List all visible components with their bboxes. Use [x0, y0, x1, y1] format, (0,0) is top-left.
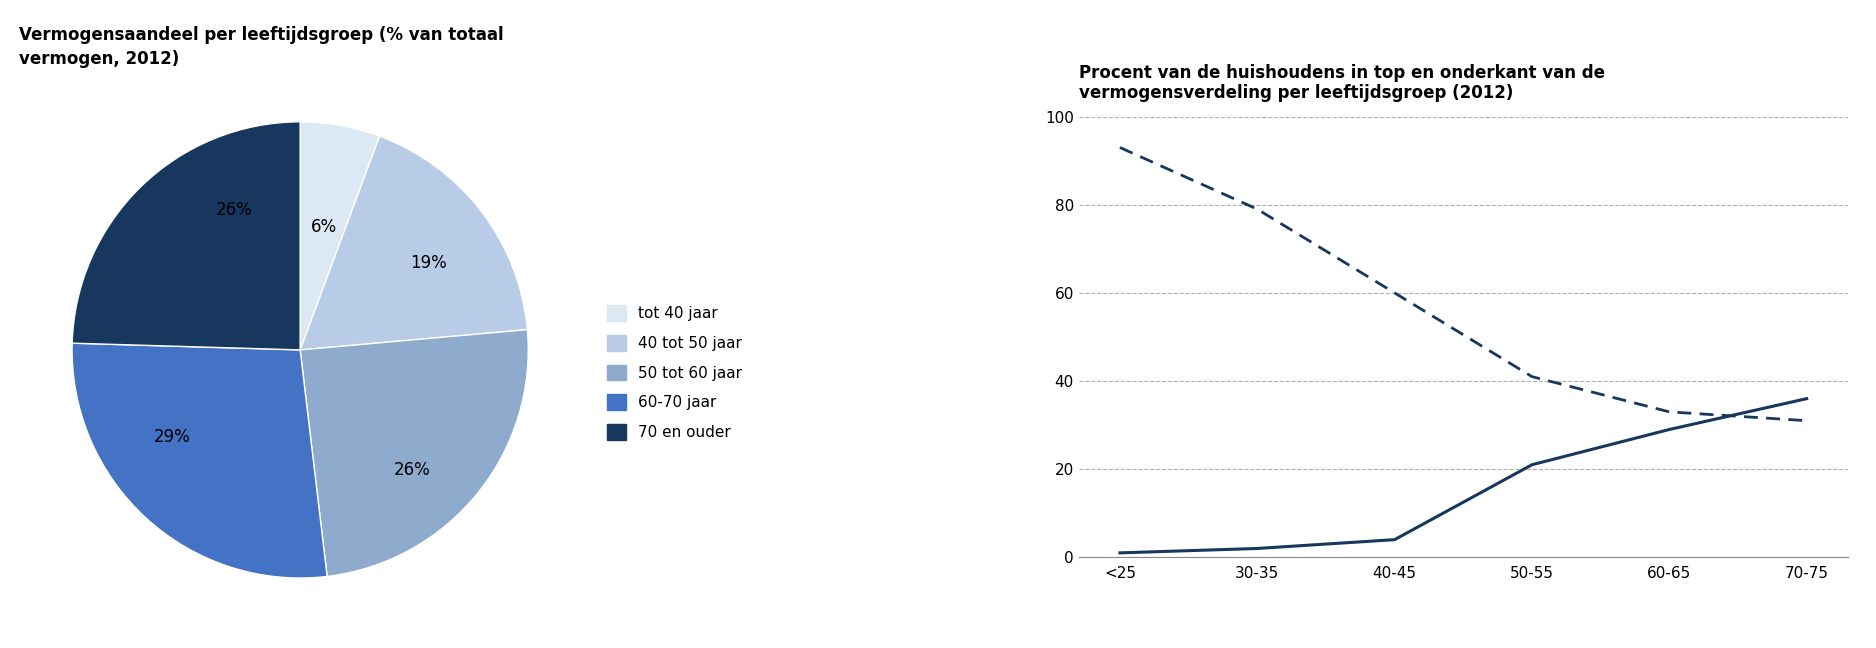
Text: 26%: 26%	[394, 461, 431, 479]
Wedge shape	[71, 122, 300, 350]
Legend: tot 40 jaar, 40 tot 50 jaar, 50 tot 60 jaar, 60-70 jaar, 70 en ouder: tot 40 jaar, 40 tot 50 jaar, 50 tot 60 j…	[604, 302, 745, 443]
Text: 29%: 29%	[154, 428, 189, 446]
Wedge shape	[300, 136, 527, 350]
Wedge shape	[300, 122, 379, 350]
Text: 19%: 19%	[411, 254, 446, 272]
Wedge shape	[300, 330, 529, 577]
Text: 26%: 26%	[216, 201, 253, 218]
Text: 6%: 6%	[311, 218, 336, 236]
Text: Procent van de huishoudens in top en onderkant van de
vermogensverdeling per lee: Procent van de huishoudens in top en ond…	[1079, 64, 1604, 102]
Wedge shape	[71, 343, 326, 578]
Text: Vermogensaandeel per leeftijdsgroep (% van totaal
vermogen, 2012): Vermogensaandeel per leeftijdsgroep (% v…	[19, 26, 503, 67]
